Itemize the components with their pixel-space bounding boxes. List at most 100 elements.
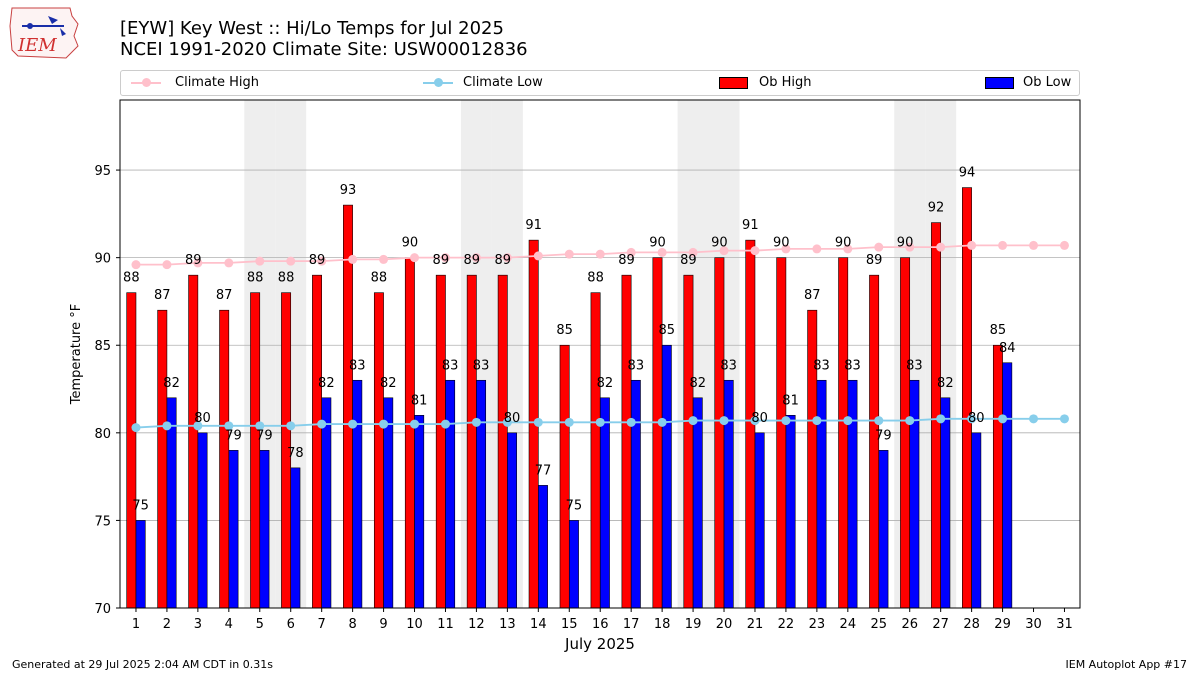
ob-high-label: 88	[123, 271, 140, 286]
ob-high-label: 90	[897, 236, 914, 251]
x-tick-label: 29	[994, 617, 1011, 632]
ob-high-bar	[900, 257, 911, 609]
climate-high-point	[502, 253, 512, 263]
climate-low-point	[317, 419, 327, 429]
ob-high-label: 90	[773, 236, 790, 251]
climate-high-point	[626, 247, 636, 257]
ob-low-label: 85	[659, 323, 676, 338]
ob-high-label: 89	[185, 253, 202, 268]
climate-low-point	[255, 421, 265, 431]
ob-high-bar	[188, 274, 199, 609]
x-tick-label: 1	[132, 617, 140, 632]
x-tick-label: 26	[901, 617, 918, 632]
climate-high-point	[162, 260, 172, 270]
x-tick-label: 8	[348, 617, 356, 632]
climate-high-point	[936, 242, 946, 252]
climate-low-point	[812, 416, 822, 426]
climate-high-point	[533, 251, 543, 261]
climate-low-point	[1059, 414, 1069, 424]
climate-low-point	[936, 414, 946, 424]
climate-high-point	[410, 253, 420, 263]
ob-low-bar	[599, 397, 610, 609]
ob-high-label: 88	[247, 271, 264, 286]
ob-low-label: 83	[473, 358, 490, 373]
ob-high-bar	[157, 309, 168, 609]
ob-high-bar	[343, 204, 353, 609]
chart-title: [EYW] Key West :: Hi/Lo Temps for Jul 20…	[120, 18, 528, 60]
climate-low-swatch	[423, 78, 453, 87]
climate-low-point	[379, 419, 389, 429]
climate-low-point	[657, 417, 667, 427]
ob-high-bar	[219, 309, 230, 609]
ob-high-bar	[776, 257, 787, 609]
ob-low-label: 80	[751, 411, 768, 426]
climate-high-point	[348, 254, 358, 264]
climate-high-point	[905, 242, 915, 252]
climate-high-point	[286, 256, 296, 266]
x-tick-label: 17	[623, 617, 640, 632]
ob-high-label: 90	[649, 236, 666, 251]
x-tick-label: 5	[256, 617, 264, 632]
ob-high-bar	[838, 257, 849, 609]
ob-low-bar	[847, 379, 858, 609]
legend-label: Ob High	[759, 75, 812, 90]
ob-low-label: 78	[287, 446, 304, 461]
x-tick-label: 6	[287, 617, 295, 632]
ob-high-swatch	[719, 77, 748, 89]
ob-low-label: 82	[937, 376, 954, 391]
ob-low-bar	[568, 520, 579, 609]
x-tick-label: 12	[468, 617, 485, 632]
ob-low-label: 80	[504, 411, 521, 426]
climate-low-point	[502, 417, 512, 427]
app-note: IEM Autoplot App #17	[1065, 658, 1188, 671]
ob-low-bar	[723, 379, 734, 609]
climate-low-point	[533, 417, 543, 427]
ob-high-label: 90	[711, 236, 728, 251]
climate-low-point	[874, 416, 884, 426]
x-tick-label: 2	[163, 617, 171, 632]
ob-high-label: 91	[525, 218, 542, 233]
legend-label: Climate High	[175, 75, 260, 90]
climate-low-point	[905, 416, 915, 426]
climate-low-point	[1029, 414, 1039, 424]
climate-high-point	[131, 260, 141, 270]
climate-low-point	[193, 421, 203, 431]
ob-low-label: 81	[782, 393, 799, 408]
x-tick-label: 23	[809, 617, 826, 632]
climate-high-point	[812, 244, 822, 254]
ob-high-label: 94	[959, 166, 976, 181]
climate-low-point	[843, 416, 853, 426]
ob-low-label: 82	[318, 376, 335, 391]
ob-high-label: 88	[371, 271, 388, 286]
ob-low-label: 83	[906, 358, 923, 373]
ob-high-bar	[373, 292, 384, 609]
climate-low-point	[286, 421, 296, 431]
ob-low-bar	[383, 397, 394, 609]
ob-low-bar	[507, 432, 517, 609]
climate-high-point	[781, 244, 791, 254]
ob-low-bar	[661, 344, 672, 609]
ob-high-bar	[992, 344, 1003, 609]
ob-low-swatch	[985, 77, 1014, 89]
ob-low-bar	[476, 379, 487, 609]
ob-low-label: 83	[813, 358, 830, 373]
climate-high-point	[471, 253, 481, 263]
ob-low-label: 75	[132, 498, 149, 513]
y-tick-label: 90	[94, 252, 111, 267]
climate-high-point	[750, 246, 760, 256]
ob-high-label: 90	[402, 236, 419, 251]
ob-high-label: 89	[309, 253, 326, 268]
climate-high-point	[595, 249, 605, 259]
ob-low-bar	[878, 450, 889, 609]
ob-high-label: 89	[866, 253, 883, 268]
ob-high-label: 85	[556, 323, 573, 338]
ob-low-label: 84	[999, 341, 1016, 356]
climate-high-point	[688, 247, 698, 257]
climate-low-point	[750, 416, 760, 426]
climate-high-point	[1059, 240, 1069, 250]
ob-high-label: 87	[216, 288, 233, 303]
climate-low-point	[162, 421, 172, 431]
y-tick-label: 70	[94, 602, 111, 617]
climate-low-point	[967, 414, 977, 424]
ob-high-label: 85	[990, 323, 1007, 338]
